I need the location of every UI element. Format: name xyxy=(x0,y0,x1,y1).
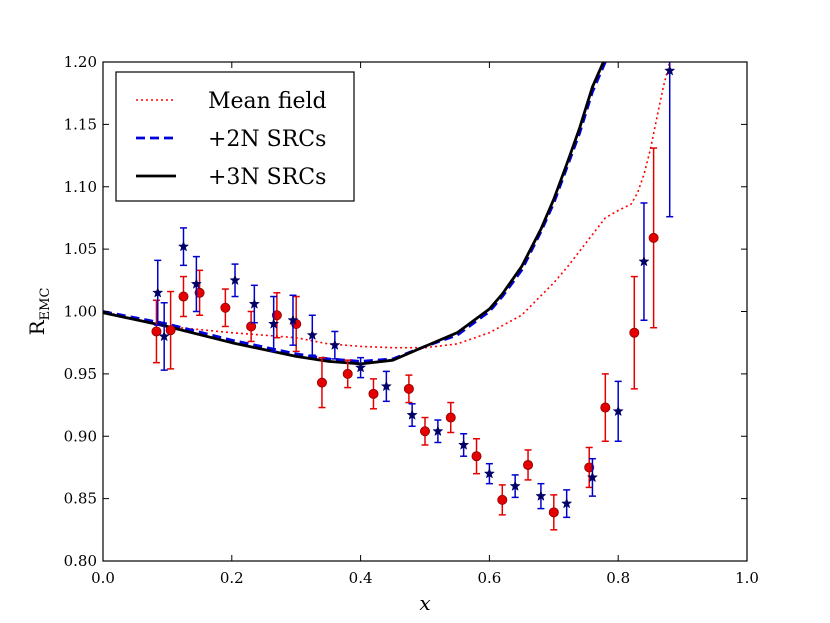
data-point-star xyxy=(612,405,624,417)
data-point-star xyxy=(535,490,547,501)
data-point-star xyxy=(638,255,650,267)
y-tick-label: 0.90 xyxy=(64,427,97,445)
x-axis-label: x xyxy=(419,591,430,615)
x-tick-label: 0.2 xyxy=(220,569,244,587)
data-point-star xyxy=(177,240,190,252)
x-tick-label: 0.6 xyxy=(477,569,501,587)
data-point-circle xyxy=(165,325,176,336)
series-line-3n-srcs xyxy=(103,62,605,366)
data-point-circle xyxy=(600,402,611,413)
data-point-circle xyxy=(419,426,430,437)
data-point-star xyxy=(483,467,496,479)
data-point-circle xyxy=(178,291,189,302)
data-point-star xyxy=(509,480,521,491)
data-point-star xyxy=(380,380,392,392)
y-axis-label-sub: EMC xyxy=(38,288,53,321)
plot-area xyxy=(103,62,676,531)
data-point-star xyxy=(561,497,573,509)
x-tick-label: 0.0 xyxy=(91,569,115,587)
data-point-star xyxy=(306,329,318,340)
legend: Mean field +2N SRCs +3N SRCs xyxy=(115,71,355,202)
data-point-star xyxy=(268,318,280,329)
data-point-star xyxy=(158,330,170,342)
y-tick-label: 1.15 xyxy=(64,115,97,133)
data-point-star xyxy=(229,274,241,286)
y-axis-label: REMC xyxy=(25,288,53,336)
data-point-circle xyxy=(403,383,414,394)
y-tick-label: 1.20 xyxy=(64,53,97,71)
data-point-star xyxy=(354,361,367,373)
data-point-circle xyxy=(151,326,162,337)
data-point-star xyxy=(287,314,299,326)
data-point-circle xyxy=(316,377,327,388)
data-point-circle xyxy=(471,451,482,462)
data-point-circle xyxy=(220,302,231,313)
x-tick-label: 0.4 xyxy=(349,569,373,587)
x-tick-label: 0.8 xyxy=(606,569,630,587)
data-point-circle xyxy=(445,412,456,423)
data-point-circle xyxy=(368,388,379,399)
data-point-star xyxy=(152,286,164,298)
data-point-star xyxy=(406,409,418,420)
data-point-star xyxy=(664,64,676,76)
data-point-circle xyxy=(246,321,257,332)
axis-ticks: 0.0 0.2 0.4 0.6 0.8 1.0 0.80 0.85 0.90 0.95 1.00 1.… xyxy=(64,53,759,587)
data-point-star xyxy=(329,339,341,350)
data-point-star xyxy=(248,298,260,309)
x-tick-label: 1.0 xyxy=(735,569,759,587)
data-point-circle xyxy=(548,507,559,518)
legend-label: Mean field xyxy=(208,89,327,114)
data-point-star xyxy=(432,425,444,437)
data-point-circle xyxy=(497,494,508,505)
y-tick-label: 0.80 xyxy=(64,552,97,570)
legend-box xyxy=(115,71,355,202)
y-axis-label-main: R xyxy=(25,319,49,335)
data-point-star xyxy=(190,278,203,289)
legend-label: +2N SRCs xyxy=(208,127,326,152)
legend-label: +3N SRCs xyxy=(208,165,326,190)
data-point-circle xyxy=(629,327,640,338)
y-tick-label: 0.85 xyxy=(64,490,97,508)
y-tick-label: 1.10 xyxy=(64,178,97,196)
y-tick-label: 0.95 xyxy=(64,365,97,383)
y-tick-label: 1.00 xyxy=(64,303,97,321)
data-point-circle xyxy=(342,368,353,379)
data-point-star xyxy=(586,471,599,483)
data-point-circle xyxy=(648,232,659,243)
data-point-circle xyxy=(271,310,282,321)
data-point-circle xyxy=(584,462,595,473)
y-tick-label: 1.05 xyxy=(64,240,97,258)
data-point-circle xyxy=(523,459,534,470)
data-point-star xyxy=(458,439,470,450)
